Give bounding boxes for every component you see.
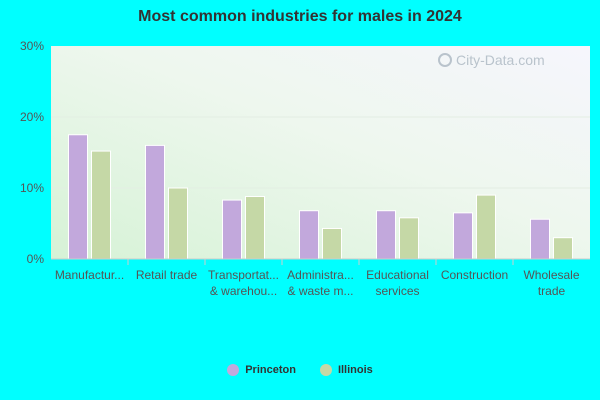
- axis: 0% 10% 20% 30% Manufactur... Retail trade Tran…: [20, 39, 590, 298]
- legend-label: Illinois: [337, 364, 373, 376]
- legend-label: Princeton: [245, 364, 296, 376]
- bar-illinois[interactable]: [553, 237, 573, 260]
- y-tick-label: 30%: [20, 39, 44, 53]
- x-tick-label: Administra...: [287, 268, 354, 282]
- bar-illinois[interactable]: [322, 227, 342, 260]
- grid: [51, 116, 590, 189]
- plot-area: [51, 46, 590, 259]
- bar-illinois[interactable]: [168, 187, 188, 260]
- x-tick-label: Construction: [441, 268, 508, 282]
- bar-princeton[interactable]: [530, 218, 550, 260]
- bar-princeton[interactable]: [376, 210, 396, 260]
- x-tick-label: Manufactur...: [55, 268, 124, 282]
- x-tick-label: & warehou...: [210, 284, 277, 298]
- magnifier-icon: [438, 53, 452, 67]
- legend-swatch: [227, 364, 240, 376]
- y-tick-label: 10%: [20, 181, 44, 195]
- watermark: City-Data.com: [438, 52, 545, 68]
- y-tick-label: 0%: [27, 252, 45, 266]
- bar-princeton[interactable]: [222, 199, 242, 260]
- bar-princeton[interactable]: [145, 144, 165, 260]
- x-tick-label: services: [375, 284, 419, 298]
- legend-item-princeton[interactable]: Princeton: [227, 364, 296, 376]
- x-tick-label: Retail trade: [136, 268, 198, 282]
- watermark-text: City-Data.com: [456, 52, 545, 68]
- x-tick-label: Transportat...: [208, 268, 279, 282]
- x-tick-label: Wholesale: [523, 268, 579, 282]
- legend-item-illinois[interactable]: Illinois: [319, 364, 373, 376]
- x-tick-label: & waste m...: [287, 284, 353, 298]
- bar-illinois[interactable]: [476, 194, 496, 260]
- chart-title: Most common industries for males in 2024: [138, 8, 462, 25]
- legend-swatch: [319, 364, 332, 376]
- bar-illinois[interactable]: [91, 150, 111, 260]
- bar-princeton[interactable]: [453, 212, 473, 260]
- x-tick-label: trade: [538, 284, 566, 298]
- y-tick-label: 20%: [20, 110, 44, 124]
- bar-illinois[interactable]: [399, 217, 419, 260]
- legend: Princeton Illinois: [0, 364, 600, 376]
- bar-princeton[interactable]: [68, 134, 88, 260]
- x-tick-label: Educational: [366, 268, 429, 282]
- bar-princeton[interactable]: [299, 210, 319, 260]
- bar-illinois[interactable]: [245, 196, 265, 260]
